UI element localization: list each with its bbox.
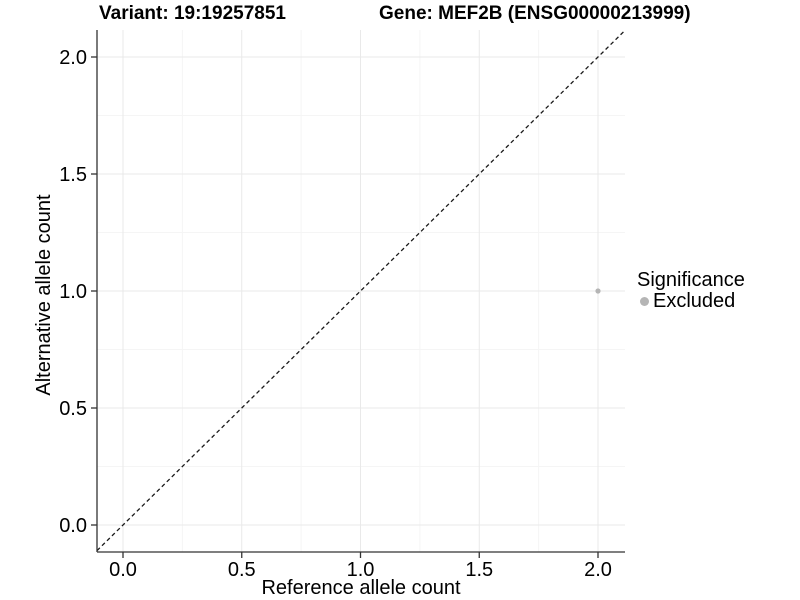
x-axis-title: Reference allele count bbox=[261, 577, 461, 599]
y-axis-title: Alternative allele count bbox=[33, 194, 55, 396]
plot-title-variant: Variant: 19:19257851 bbox=[99, 3, 286, 24]
excluded-point-icon bbox=[640, 297, 649, 306]
y-tick-label: 1.0 bbox=[59, 281, 87, 303]
legend-item-excluded: Excluded bbox=[637, 291, 745, 312]
x-tick-label: 1.5 bbox=[465, 559, 493, 581]
legend: Significance Excluded bbox=[637, 270, 745, 312]
y-tick-label: 2.0 bbox=[59, 47, 87, 69]
x-tick-label: 0.0 bbox=[109, 559, 137, 581]
y-tick-label: 1.5 bbox=[59, 164, 87, 186]
x-tick-label: 0.5 bbox=[228, 559, 256, 581]
y-tick-label: 0.0 bbox=[59, 515, 87, 537]
legend-item-label: Excluded bbox=[653, 290, 736, 312]
identity-dashed-line bbox=[96, 29, 626, 552]
plot-title-gene: Gene: MEF2B (ENSG00000213999) bbox=[379, 3, 691, 24]
data-point bbox=[595, 288, 601, 294]
x-tick-label: 2.0 bbox=[584, 559, 612, 581]
x-tick-label: 1.0 bbox=[347, 559, 375, 581]
y-tick-label: 0.5 bbox=[59, 398, 87, 420]
legend-title: Significance bbox=[637, 269, 745, 291]
